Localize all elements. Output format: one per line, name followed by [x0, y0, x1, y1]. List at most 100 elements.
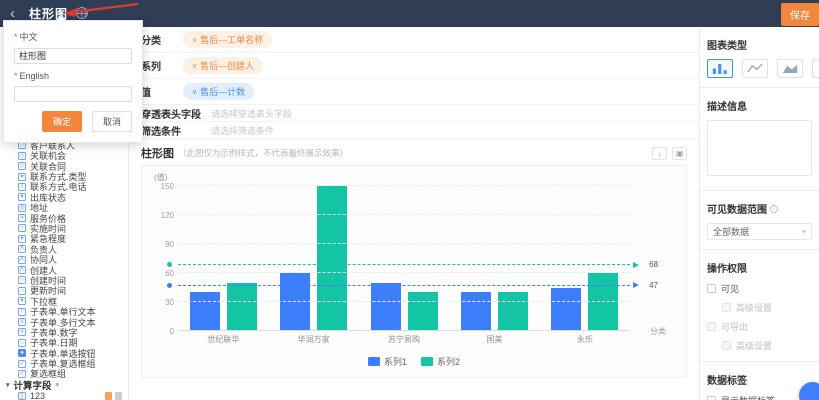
tree-item[interactable]: ≡ 子表单.多行文本	[0, 317, 128, 328]
text-icon: T	[18, 182, 26, 191]
tree-item[interactable]: 人创建人	[0, 265, 128, 276]
x-category-label: 国美	[486, 335, 503, 344]
bar[interactable]	[370, 282, 401, 331]
value-field-tag[interactable]: ∨ 售后—计数	[183, 83, 255, 100]
area-chart-icon[interactable]	[777, 59, 803, 78]
save-button[interactable]: 保存	[781, 3, 819, 26]
tree-item[interactable]: ◎ 地址	[0, 203, 128, 213]
description-title: 描述信息	[707, 102, 747, 113]
checkbox-label: 可见	[721, 284, 740, 294]
tree-item[interactable]: T 子表单.单行文本	[0, 306, 128, 317]
description-textarea[interactable]	[707, 120, 812, 176]
line-chart-icon[interactable]	[742, 59, 768, 78]
visible-range-select[interactable]: 全部数据 ▾	[707, 223, 812, 240]
tree-item[interactable]: T 联系方式.电话	[0, 182, 128, 192]
tree-item[interactable]: ○ 创建时间	[0, 275, 128, 286]
permission-checkbox-row[interactable]: 高级设置	[722, 339, 812, 352]
filter-row[interactable]: 筛选条件 请选择筛选条件	[129, 122, 699, 139]
settings-panel: 图表类型 描述信息 可见数据范围 ? 全部数据 ▾ 操作权限 可见 高级设置 可导出…	[700, 27, 819, 400]
english-name-label: * English	[14, 71, 50, 81]
checkbox-icon[interactable]	[707, 322, 716, 331]
data-label-checkbox-row[interactable]: 显示数据标签	[707, 394, 812, 400]
tree-item-label: 下拉框	[30, 296, 58, 307]
language-globe-icon[interactable]	[76, 7, 89, 19]
tree-group-header[interactable]: ▾ 计算字段 ▾	[6, 381, 60, 393]
y-tick-label: 120	[160, 211, 174, 220]
tree-item[interactable]: ▾ 联系方式.类型	[0, 171, 128, 182]
bar[interactable]	[189, 292, 220, 331]
average-line-arrow	[633, 282, 639, 289]
tree-item-label: 关联机会	[30, 151, 67, 162]
pierce-header-row[interactable]: 穿透表头字段 请选择穿透表头字段	[129, 105, 699, 122]
x-category-label: 世纪联华	[207, 335, 240, 344]
tree-item[interactable]: 人负责人	[0, 244, 128, 255]
tree-item[interactable]: ○ 子表单.日期	[0, 338, 128, 348]
tree-item-label: 客户联系人	[30, 140, 76, 151]
bar-chart-icon[interactable]	[707, 59, 733, 78]
tree-item[interactable]: ✓ 复选框组	[0, 369, 128, 379]
data-label-title: 数据标签	[707, 376, 747, 387]
tree-item[interactable]: ▾ 出库状态	[0, 192, 128, 203]
series-field-tag[interactable]: ∨ 售后—创建人	[183, 57, 264, 74]
bar[interactable]	[317, 186, 348, 331]
checkbox-icon[interactable]	[722, 303, 731, 312]
tree-item[interactable]: 人协同人	[0, 254, 128, 265]
bar[interactable]	[551, 287, 582, 331]
value-row: 值 ∨ 售后—计数	[129, 79, 699, 105]
pie-chart-icon[interactable]	[812, 59, 819, 78]
filter-label: 筛选条件	[141, 126, 181, 138]
bar[interactable]	[588, 273, 619, 331]
tree-item[interactable]: ▾ 紧急程度	[0, 234, 128, 244]
checkbox-icon[interactable]	[707, 396, 716, 400]
average-value-label: 47	[649, 280, 658, 290]
y-tick-label: 0	[169, 327, 174, 336]
cancel-button[interactable]: 取消	[92, 111, 132, 132]
bar[interactable]	[407, 292, 438, 331]
edit-field-icon[interactable]	[105, 392, 112, 400]
export-image-icon[interactable]: ↓	[652, 146, 667, 160]
delete-field-icon[interactable]	[115, 392, 122, 400]
pierce-header-label: 穿透表头字段	[141, 109, 201, 121]
tree-item[interactable]: # 子表单.数字	[0, 327, 128, 338]
tree-item[interactable]: ◇ 关联机会	[0, 151, 128, 161]
back-button[interactable]: ‹	[10, 5, 15, 22]
confirm-button[interactable]: 确定	[42, 111, 82, 132]
link-icon: ◇	[18, 151, 26, 160]
checkbox-icon[interactable]	[707, 284, 716, 293]
preview-note: （此图仅为示例样式，不代表最终展示效果）	[178, 148, 349, 158]
date-icon: ○	[18, 276, 26, 285]
person-icon: 人	[18, 266, 26, 275]
permission-checkbox-row[interactable]: 可见	[707, 282, 812, 295]
tree-item[interactable]: ✓ 子表单.复选框组	[0, 358, 128, 369]
select-icon: ▾	[18, 234, 26, 243]
tree-item[interactable]: ◇ 关联合同	[0, 161, 128, 172]
chinese-name-input[interactable]	[14, 47, 132, 64]
tree-item[interactable]: ○ 更新时间	[0, 286, 128, 296]
bar[interactable]	[280, 273, 311, 331]
value-label: 值	[141, 88, 151, 99]
english-name-input[interactable]	[14, 86, 132, 102]
main-config-area: 分类 ∨ 售后—工单名称 系列 ∨ 售后—创建人 值 ∨ 售后—计数 穿透表头字段 请…	[129, 27, 700, 400]
tree-item[interactable]: ▾ 下拉框	[0, 296, 128, 307]
help-float-button[interactable]	[799, 382, 819, 400]
category-field-tag[interactable]: ∨ 售后—工单名称	[183, 31, 273, 48]
bar[interactable]	[226, 282, 257, 331]
tree-item[interactable]: ∑ 123	[0, 391, 128, 400]
checkbox-icon[interactable]	[722, 341, 731, 350]
chevron-down-icon: ▾	[55, 382, 60, 390]
bar[interactable]	[497, 292, 528, 331]
select-icon: ▾	[18, 172, 26, 181]
gridline: 120	[161, 211, 630, 220]
tree-item-label: 子表单.单选按钮	[30, 348, 96, 359]
bar[interactable]	[460, 292, 491, 331]
tree-item[interactable]: # 服务价格	[0, 213, 128, 224]
permission-checkbox-row[interactable]: 可导出	[707, 320, 812, 333]
tree-item[interactable]: ● 子表单.单选按钮	[0, 348, 128, 359]
legend-item[interactable]: 系列2	[421, 355, 460, 368]
legend-item[interactable]: 系列1	[367, 355, 407, 368]
tree-item-label: 123	[30, 391, 46, 400]
fullscreen-icon[interactable]: ▣	[672, 146, 687, 160]
permission-checkbox-row[interactable]: 高级设置	[722, 301, 812, 314]
tree-item[interactable]: ○ 实施时间	[0, 223, 128, 234]
gridline: 60	[165, 269, 630, 278]
